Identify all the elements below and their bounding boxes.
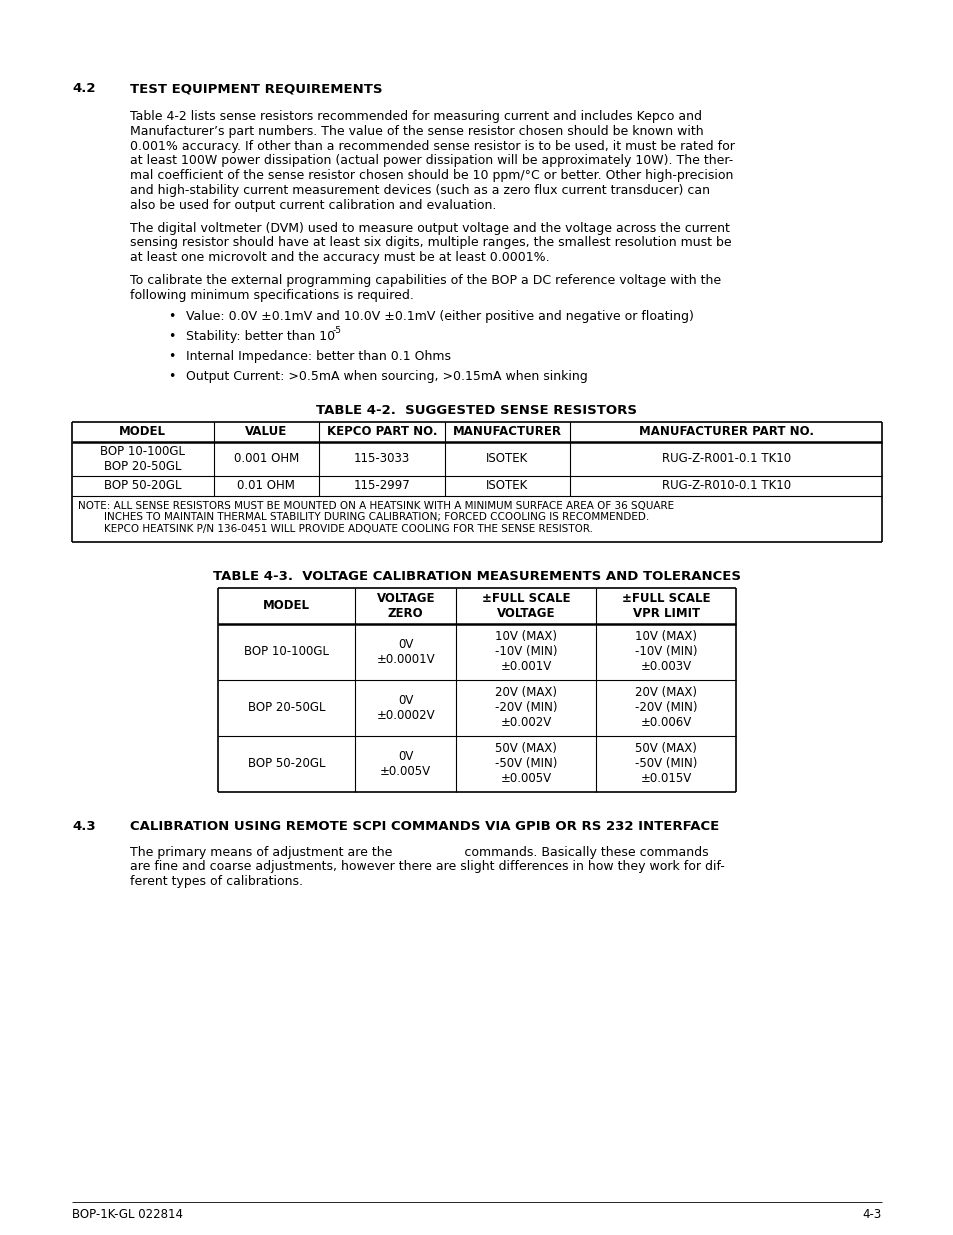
Text: ISOTEK: ISOTEK bbox=[486, 452, 528, 466]
Text: and high-stability current measurement devices (such as a zero flux current tran: and high-stability current measurement d… bbox=[130, 184, 709, 198]
Text: The digital voltmeter (DVM) used to measure output voltage and the voltage acros: The digital voltmeter (DVM) used to meas… bbox=[130, 221, 729, 235]
Text: •: • bbox=[168, 310, 175, 322]
Text: 20V (MAX)
-20V (MIN)
±0.002V: 20V (MAX) -20V (MIN) ±0.002V bbox=[495, 687, 557, 729]
Text: To calibrate the external programming capabilities of the BOP a DC reference vol: To calibrate the external programming ca… bbox=[130, 274, 720, 287]
Text: CALIBRATION USING REMOTE SCPI COMMANDS VIA GPIB OR RS 232 INTERFACE: CALIBRATION USING REMOTE SCPI COMMANDS V… bbox=[130, 820, 719, 832]
Text: Stability: better than 10: Stability: better than 10 bbox=[186, 330, 335, 342]
Text: ferent types of calibrations.: ferent types of calibrations. bbox=[130, 876, 303, 888]
Text: 0.001 OHM: 0.001 OHM bbox=[233, 452, 298, 466]
Text: 115-3033: 115-3033 bbox=[354, 452, 410, 466]
Text: MANUFACTURER: MANUFACTURER bbox=[453, 425, 561, 438]
Text: are fine and coarse adjustments, however there are slight differences in how the: are fine and coarse adjustments, however… bbox=[130, 861, 724, 873]
Text: RUG-Z-R010-0.1 TK10: RUG-Z-R010-0.1 TK10 bbox=[660, 479, 790, 492]
Text: •: • bbox=[168, 369, 175, 383]
Text: 0.001% accuracy. If other than a recommended sense resistor is to be used, it mu: 0.001% accuracy. If other than a recomme… bbox=[130, 140, 734, 153]
Text: •: • bbox=[168, 350, 175, 363]
Text: TEST EQUIPMENT REQUIREMENTS: TEST EQUIPMENT REQUIREMENTS bbox=[130, 82, 382, 95]
Text: 0V
±0.0002V: 0V ±0.0002V bbox=[376, 694, 435, 721]
Text: BOP-1K-GL 022814: BOP-1K-GL 022814 bbox=[71, 1208, 183, 1221]
Text: TABLE 4-3.  VOLTAGE CALIBRATION MEASUREMENTS AND TOLERANCES: TABLE 4-3. VOLTAGE CALIBRATION MEASUREME… bbox=[213, 569, 740, 583]
Text: Table 4-2 lists sense resistors recommended for measuring current and includes K: Table 4-2 lists sense resistors recommen… bbox=[130, 110, 701, 124]
Text: VOLTAGE
ZERO: VOLTAGE ZERO bbox=[376, 592, 435, 620]
Text: BOP 10-100GL: BOP 10-100GL bbox=[244, 645, 329, 658]
Text: -5: -5 bbox=[333, 326, 341, 335]
Text: ISOTEK: ISOTEK bbox=[486, 479, 528, 492]
Text: 4.3: 4.3 bbox=[71, 820, 95, 832]
Text: 50V (MAX)
-50V (MIN)
±0.005V: 50V (MAX) -50V (MIN) ±0.005V bbox=[495, 742, 557, 785]
Text: 4.2: 4.2 bbox=[71, 82, 95, 95]
Text: 20V (MAX)
-20V (MIN)
±0.006V: 20V (MAX) -20V (MIN) ±0.006V bbox=[634, 687, 697, 729]
Text: Output Current: >0.5mA when sourcing, >0.15mA when sinking: Output Current: >0.5mA when sourcing, >0… bbox=[186, 369, 587, 383]
Text: at least one microvolt and the accuracy must be at least 0.0001%.: at least one microvolt and the accuracy … bbox=[130, 251, 549, 264]
Text: BOP 50-20GL: BOP 50-20GL bbox=[104, 479, 181, 492]
Text: RUG-Z-R001-0.1 TK10: RUG-Z-R001-0.1 TK10 bbox=[660, 452, 790, 466]
Text: MODEL: MODEL bbox=[119, 425, 166, 438]
Text: NOTE: ALL SENSE RESISTORS MUST BE MOUNTED ON A HEATSINK WITH A MINIMUM SURFACE A: NOTE: ALL SENSE RESISTORS MUST BE MOUNTE… bbox=[78, 500, 674, 534]
Text: ±FULL SCALE
VPR LIMIT: ±FULL SCALE VPR LIMIT bbox=[621, 592, 710, 620]
Text: 10V (MAX)
-10V (MIN)
±0.001V: 10V (MAX) -10V (MIN) ±0.001V bbox=[495, 630, 557, 673]
Text: 0V
±0.005V: 0V ±0.005V bbox=[380, 750, 431, 778]
Text: mal coefficient of the sense resistor chosen should be 10 ppm/°C or better. Othe: mal coefficient of the sense resistor ch… bbox=[130, 169, 733, 183]
Text: Value: 0.0V ±0.1mV and 10.0V ±0.1mV (either positive and negative or floating): Value: 0.0V ±0.1mV and 10.0V ±0.1mV (eit… bbox=[186, 310, 693, 322]
Text: The primary means of adjustment are the                  commands. Basically the: The primary means of adjustment are the … bbox=[130, 846, 708, 858]
Text: 50V (MAX)
-50V (MIN)
±0.015V: 50V (MAX) -50V (MIN) ±0.015V bbox=[634, 742, 697, 785]
Text: 115-2997: 115-2997 bbox=[353, 479, 410, 492]
Text: 0.01 OHM: 0.01 OHM bbox=[237, 479, 295, 492]
Text: •: • bbox=[168, 330, 175, 342]
Text: KEPCO PART NO.: KEPCO PART NO. bbox=[326, 425, 436, 438]
Text: BOP 50-20GL: BOP 50-20GL bbox=[248, 757, 325, 771]
Text: Manufacturer’s part numbers. The value of the sense resistor chosen should be kn: Manufacturer’s part numbers. The value o… bbox=[130, 125, 703, 138]
Text: ±FULL SCALE
VOLTAGE: ±FULL SCALE VOLTAGE bbox=[481, 592, 570, 620]
Text: Internal Impedance: better than 0.1 Ohms: Internal Impedance: better than 0.1 Ohms bbox=[186, 350, 451, 363]
Text: at least 100W power dissipation (actual power dissipation will be approximately : at least 100W power dissipation (actual … bbox=[130, 154, 733, 168]
Text: sensing resistor should have at least six digits, multiple ranges, the smallest : sensing resistor should have at least si… bbox=[130, 236, 731, 249]
Text: also be used for output current calibration and evaluation.: also be used for output current calibrat… bbox=[130, 199, 496, 211]
Text: 0V
±0.0001V: 0V ±0.0001V bbox=[376, 637, 435, 666]
Text: MANUFACTURER PART NO.: MANUFACTURER PART NO. bbox=[638, 425, 813, 438]
Text: following minimum specifications is required.: following minimum specifications is requ… bbox=[130, 289, 414, 301]
Text: MODEL: MODEL bbox=[263, 599, 310, 613]
Text: TABLE 4-2.  SUGGESTED SENSE RESISTORS: TABLE 4-2. SUGGESTED SENSE RESISTORS bbox=[316, 404, 637, 416]
Text: VALUE: VALUE bbox=[245, 425, 287, 438]
Text: 4-3: 4-3 bbox=[862, 1208, 882, 1221]
Text: BOP 20-50GL: BOP 20-50GL bbox=[248, 701, 325, 714]
Text: 10V (MAX)
-10V (MIN)
±0.003V: 10V (MAX) -10V (MIN) ±0.003V bbox=[634, 630, 697, 673]
Text: BOP 10-100GL
BOP 20-50GL: BOP 10-100GL BOP 20-50GL bbox=[100, 445, 185, 473]
